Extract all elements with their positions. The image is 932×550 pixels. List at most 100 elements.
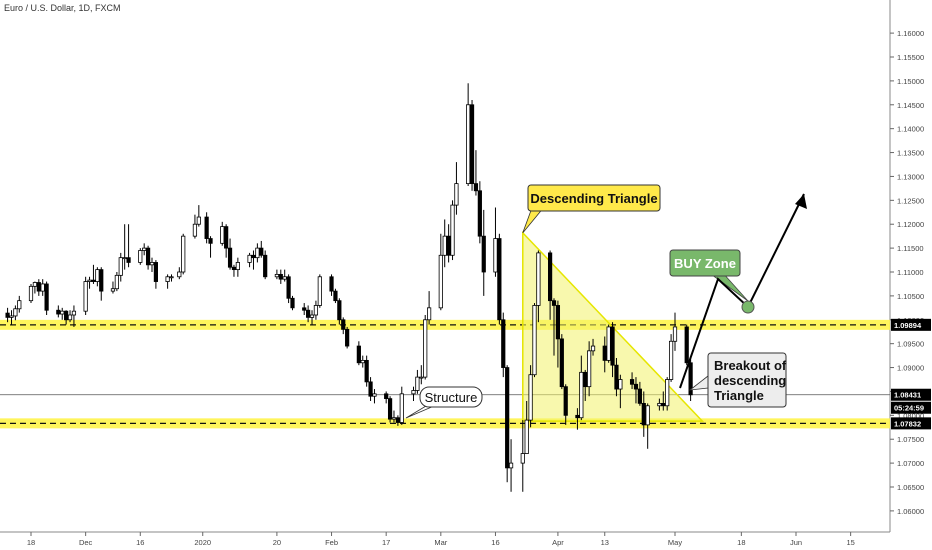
candle-body-up [13, 308, 18, 317]
candle-body-down [368, 381, 373, 397]
candle-body-up [590, 345, 596, 352]
candle [372, 389, 377, 404]
candle-body-up [60, 310, 65, 315]
candle-body-up [83, 281, 88, 312]
candle-body-down [505, 367, 510, 469]
candle-body-down [302, 307, 307, 311]
candle [411, 386, 416, 401]
candle-body-down [263, 254, 268, 278]
candle-body-down [481, 235, 486, 273]
y-tick-label: 1.15500 [897, 53, 924, 62]
candle [661, 391, 666, 411]
candle-body-down [341, 319, 346, 330]
candle-body-up [192, 223, 198, 237]
candle [415, 369, 420, 394]
candle-body-up [138, 250, 143, 263]
candle-body-down [614, 364, 619, 390]
candle [423, 315, 428, 380]
candle [450, 200, 455, 261]
candle [313, 300, 319, 320]
candle [356, 341, 361, 366]
candle [169, 274, 174, 282]
buy-zone-marker [741, 300, 755, 314]
candle-body-down [559, 338, 564, 388]
candle-body-up [419, 376, 424, 379]
candle-body-down [333, 290, 338, 302]
candle [290, 295, 295, 311]
label-text: BUY Zone [674, 256, 736, 271]
candle-body-down [548, 252, 553, 302]
candle-body-down [688, 362, 693, 396]
candle [524, 401, 529, 454]
candle [368, 377, 373, 401]
candle [91, 264, 96, 284]
candle [442, 219, 447, 268]
candle [138, 248, 143, 265]
candle-body-down [126, 257, 131, 263]
candle-body-up [282, 276, 287, 280]
x-tick-label: Apr [552, 538, 564, 547]
candle [508, 439, 514, 492]
candle-body-up [454, 183, 459, 206]
candle [192, 214, 198, 239]
candle [446, 224, 451, 263]
candle-body-down [251, 254, 256, 259]
candle [224, 224, 229, 258]
candle-body-up [40, 283, 45, 292]
candle [56, 305, 61, 318]
x-tick-label: 2020 [194, 538, 211, 547]
candle [126, 224, 131, 268]
candle [629, 372, 635, 390]
candle-body-down [633, 383, 639, 390]
candle [208, 236, 213, 258]
candle [263, 250, 268, 280]
candle [247, 252, 252, 268]
candle [387, 396, 393, 423]
y-tick-label: 1.12000 [897, 220, 924, 229]
candle-body-up [247, 254, 252, 263]
candle-body-up [579, 371, 584, 419]
current-price-tag-bg [891, 388, 931, 401]
candle [32, 281, 38, 294]
annotations: Descending Triangle BUY Zone Structure Brea… [405, 184, 807, 419]
candle-body-up [618, 379, 623, 390]
candle-body-down [290, 297, 295, 309]
candle [227, 238, 233, 270]
y-tick-label: 1.09500 [897, 340, 924, 349]
candle-body-down [91, 279, 96, 282]
candle [118, 252, 123, 282]
candle [672, 312, 678, 351]
candle [391, 410, 397, 423]
candle-body-up [442, 235, 447, 256]
candle-body-down [602, 345, 607, 361]
candle-body-up [235, 262, 240, 271]
candle [204, 212, 209, 244]
candle-body-up [438, 254, 443, 309]
candle [493, 207, 498, 277]
candle-body-down [44, 283, 49, 311]
candle-body-up [536, 252, 541, 306]
candle [477, 181, 482, 244]
candle-body-down [629, 379, 635, 385]
candle [606, 324, 611, 363]
descending-triangle-label: Descending Triangle [522, 184, 661, 234]
candle [614, 358, 619, 397]
candle-body-up [149, 262, 155, 266]
y-tick-label: 1.14500 [897, 101, 924, 110]
candle-body-up [181, 235, 186, 273]
candle [645, 403, 650, 449]
candle [64, 310, 69, 325]
candle-body-up [508, 462, 514, 469]
x-tick-label: 16 [136, 538, 144, 547]
candle [563, 384, 568, 425]
candle-body-down [337, 300, 342, 321]
candle-body-down [469, 104, 475, 185]
candle [36, 279, 41, 296]
candle [306, 305, 311, 323]
candle-body-up [466, 104, 471, 185]
y-tick-label: 1.08000 [897, 411, 924, 420]
candle-body-up [415, 376, 420, 391]
candle [579, 355, 584, 421]
candle [278, 269, 283, 284]
x-axis: 18 Dec 16 2020 20 Feb 17 Mar 16 Apr 13 May 18 Jun 15 [0, 531, 890, 547]
